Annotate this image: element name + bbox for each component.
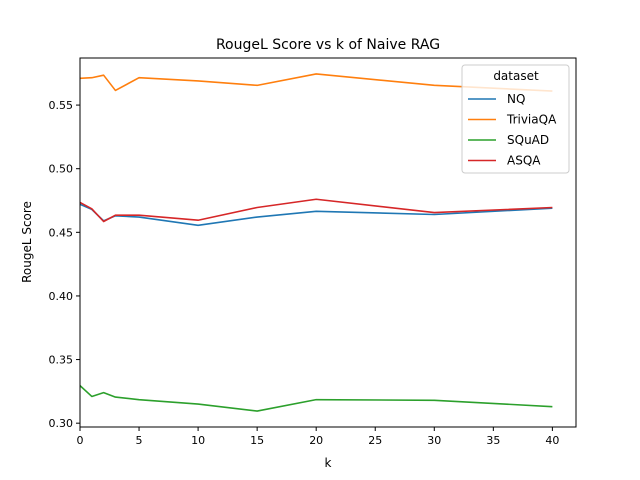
x-tick-label: 30 xyxy=(427,434,441,447)
y-tick-label: 0.55 xyxy=(49,99,74,112)
plot-frame xyxy=(79,57,577,428)
y-axis-ticks: 0.30 0.35 0.40 0.45 0.50 0.55 xyxy=(49,99,80,430)
legend-box xyxy=(461,64,570,174)
x-tick-label: 5 xyxy=(136,434,143,447)
y-tick-label: 0.40 xyxy=(49,290,74,303)
x-tick-label: 20 xyxy=(309,434,323,447)
legend-items: NQ TriviaQA SQuAD ASQA xyxy=(468,92,557,168)
legend-title: dataset xyxy=(493,69,539,83)
x-tick-label: 40 xyxy=(545,434,559,447)
x-tick-label: 25 xyxy=(368,434,382,447)
legend-label-triviaqa: TriviaQA xyxy=(506,113,557,127)
legend-label-squad: SQuAD xyxy=(507,133,549,147)
y-axis-label: RougeL Score xyxy=(20,201,34,283)
x-tick-label: 10 xyxy=(191,434,205,447)
x-axis-label: k xyxy=(325,456,332,470)
y-tick-label: 0.50 xyxy=(49,163,74,176)
x-tick-label: 35 xyxy=(486,434,500,447)
x-tick-label: 15 xyxy=(250,434,264,447)
chart-title: RougeL Score vs k of Naive RAG xyxy=(216,37,440,53)
series-line-squad xyxy=(79,385,553,412)
series-line-nq xyxy=(79,203,553,227)
x-axis-ticks: 0 5 10 15 20 25 30 35 40 xyxy=(77,427,559,447)
legend: dataset NQ TriviaQA SQuAD ASQA xyxy=(461,64,570,174)
y-tick-label: 0.35 xyxy=(49,354,74,367)
y-tick-label: 0.30 xyxy=(49,417,74,430)
legend-label-asqa: ASQA xyxy=(507,154,541,168)
series-line-triviaqa xyxy=(79,73,553,92)
series-line-asqa xyxy=(79,198,553,223)
x-tick-label: 0 xyxy=(77,434,84,447)
y-tick-label: 0.45 xyxy=(49,226,74,239)
legend-label-nq: NQ xyxy=(507,92,525,106)
plot-area xyxy=(79,73,553,412)
